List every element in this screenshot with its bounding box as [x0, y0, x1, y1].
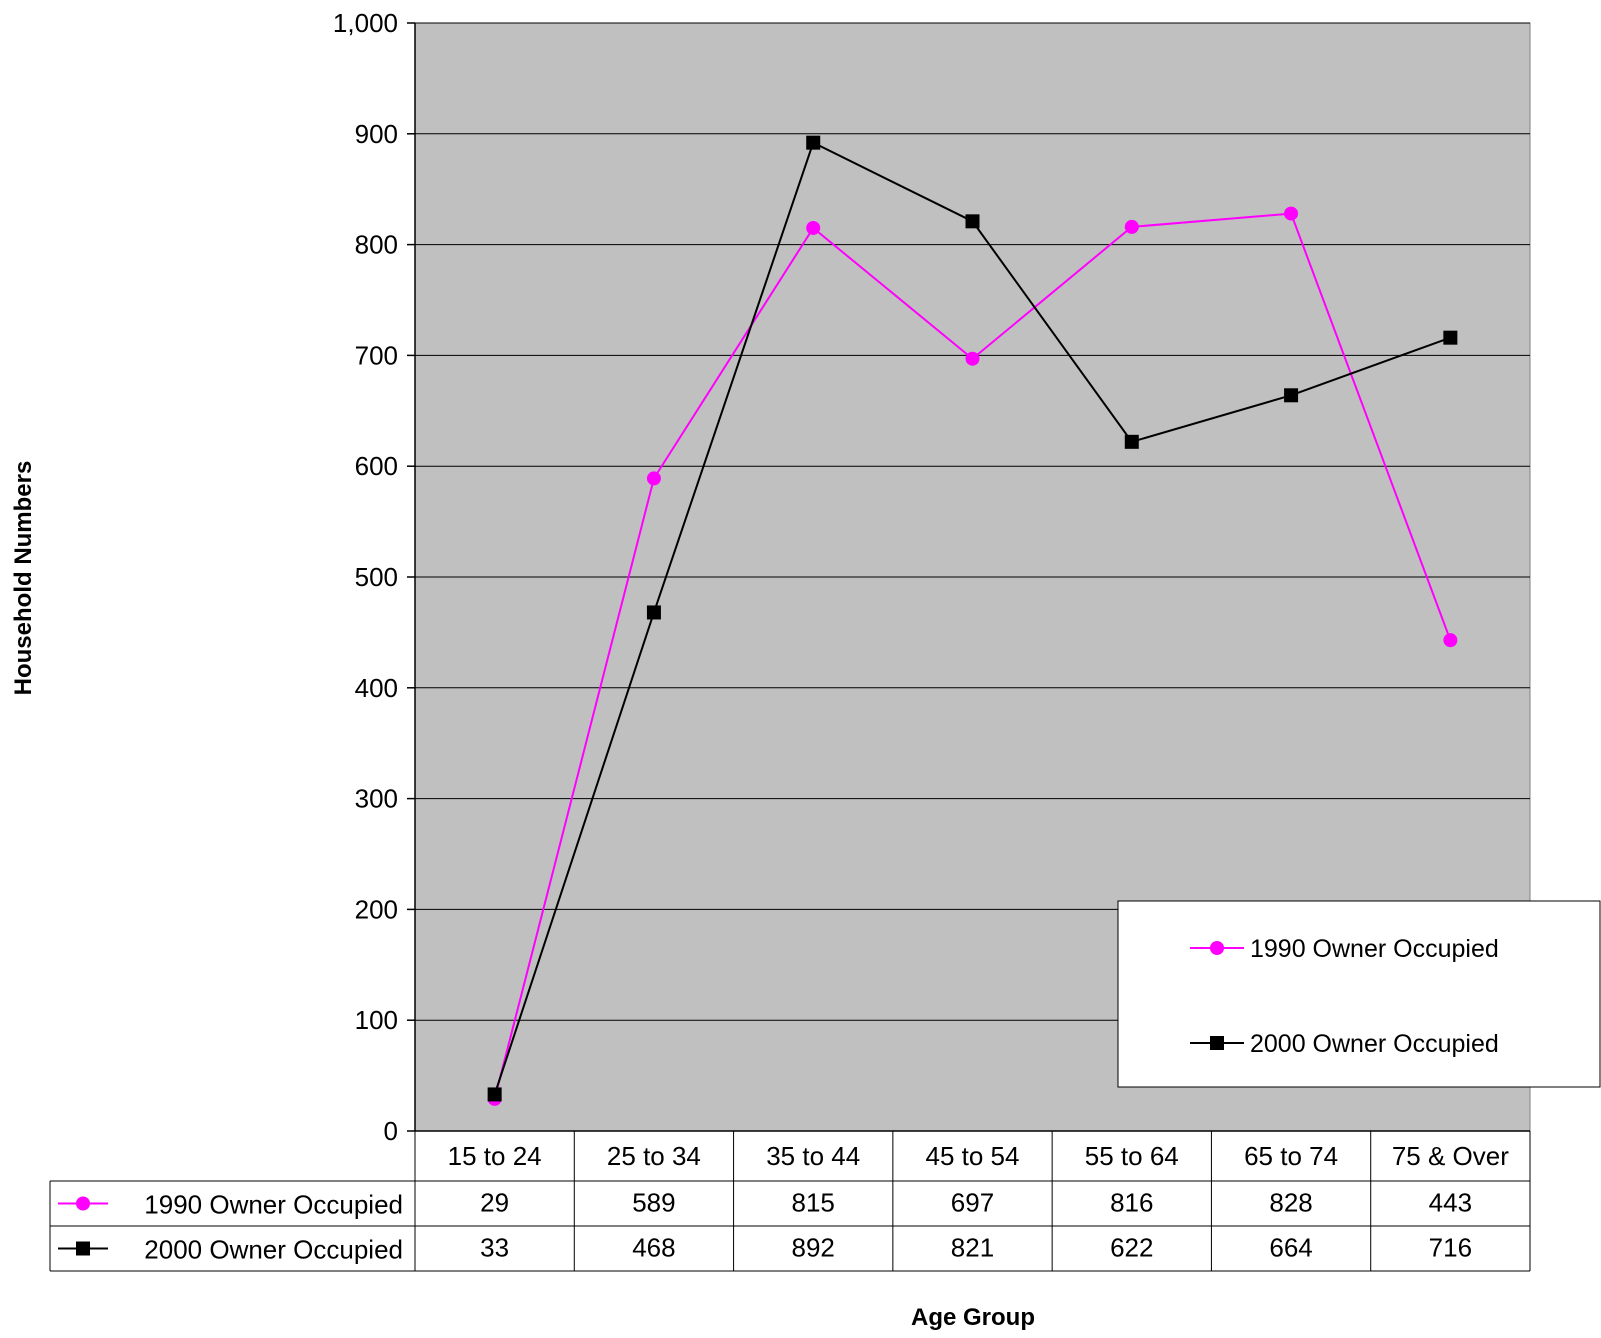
- table-cell: 468: [632, 1233, 675, 1263]
- y-tick-label: 900: [355, 119, 398, 149]
- table-cell: 821: [951, 1233, 994, 1263]
- y-tick-label: 400: [355, 673, 398, 703]
- table-cell: 443: [1429, 1188, 1472, 1218]
- table-cell: 815: [792, 1188, 835, 1218]
- x-tick-label: 55 to 64: [1085, 1141, 1179, 1171]
- legend-key-marker: [1210, 1036, 1224, 1050]
- y-tick-label: 700: [355, 340, 398, 370]
- table-cell: 29: [480, 1188, 509, 1218]
- x-tick-label: 65 to 74: [1244, 1141, 1338, 1171]
- data-point: [806, 220, 821, 235]
- x-tick-label: 15 to 24: [448, 1141, 542, 1171]
- legend-key-marker: [1210, 941, 1224, 955]
- y-tick-label: 1,000: [333, 8, 398, 38]
- y-tick-label: 100: [355, 1005, 398, 1035]
- data-point: [806, 135, 821, 150]
- table-cell: 589: [632, 1188, 675, 1218]
- data-point: [1124, 434, 1139, 449]
- table-cell: 697: [951, 1188, 994, 1218]
- y-tick-label: 0: [384, 1116, 398, 1146]
- x-tick-label: 75 & Over: [1392, 1141, 1509, 1171]
- x-tick-label: 45 to 54: [926, 1141, 1020, 1171]
- legend: 1990 Owner Occupied 2000 Owner Occupied: [1117, 900, 1601, 1088]
- table-cell: 716: [1429, 1233, 1472, 1263]
- table-cell: 622: [1110, 1233, 1153, 1263]
- y-axis-label: Household Numbers: [10, 461, 37, 696]
- data-point: [646, 471, 661, 486]
- y-tick-label: 300: [355, 784, 398, 814]
- y-tick-label: 800: [355, 230, 398, 260]
- y-axis: 0 100 200 300 400 500 600 700 800 900 1,000: [333, 8, 416, 1146]
- data-point: [965, 214, 980, 229]
- table-cell: 33: [480, 1233, 509, 1263]
- y-tick-label: 500: [355, 562, 398, 592]
- table-cell: 892: [792, 1233, 835, 1263]
- table-cell: 816: [1110, 1188, 1153, 1218]
- series-lines: [487, 135, 1458, 1106]
- table-cell: 664: [1269, 1233, 1312, 1263]
- y-tick-label: 600: [355, 451, 398, 481]
- table-legend-key-marker: [76, 1196, 90, 1211]
- data-table: 15 to 24 25 to 34 35 to 44 45 to 54 55 to 64…: [49, 1130, 1531, 1272]
- legend-entry: 1990 Owner Occupied: [1250, 935, 1499, 963]
- data-point: [1284, 206, 1299, 221]
- data-point: [1443, 633, 1458, 648]
- data-point: [487, 1087, 502, 1102]
- data-point: [1124, 219, 1139, 234]
- x-axis-label: Age Group: [911, 1304, 1035, 1331]
- data-point: [1284, 388, 1299, 403]
- table-row-label: 1990 Owner Occupied: [144, 1190, 403, 1220]
- x-tick-label: 35 to 44: [766, 1141, 860, 1171]
- legend-box: [1117, 900, 1601, 1088]
- table-row-label: 2000 Owner Occupied: [144, 1235, 403, 1265]
- x-tick-label: 25 to 34: [607, 1141, 701, 1171]
- legend-entry: 2000 Owner Occupied: [1250, 1030, 1499, 1058]
- data-point: [965, 351, 980, 366]
- table-legend-key-marker: [76, 1241, 90, 1256]
- data-point: [646, 605, 661, 620]
- data-point: [1443, 330, 1458, 345]
- y-tick-label: 200: [355, 894, 398, 924]
- table-cell: 828: [1269, 1188, 1312, 1218]
